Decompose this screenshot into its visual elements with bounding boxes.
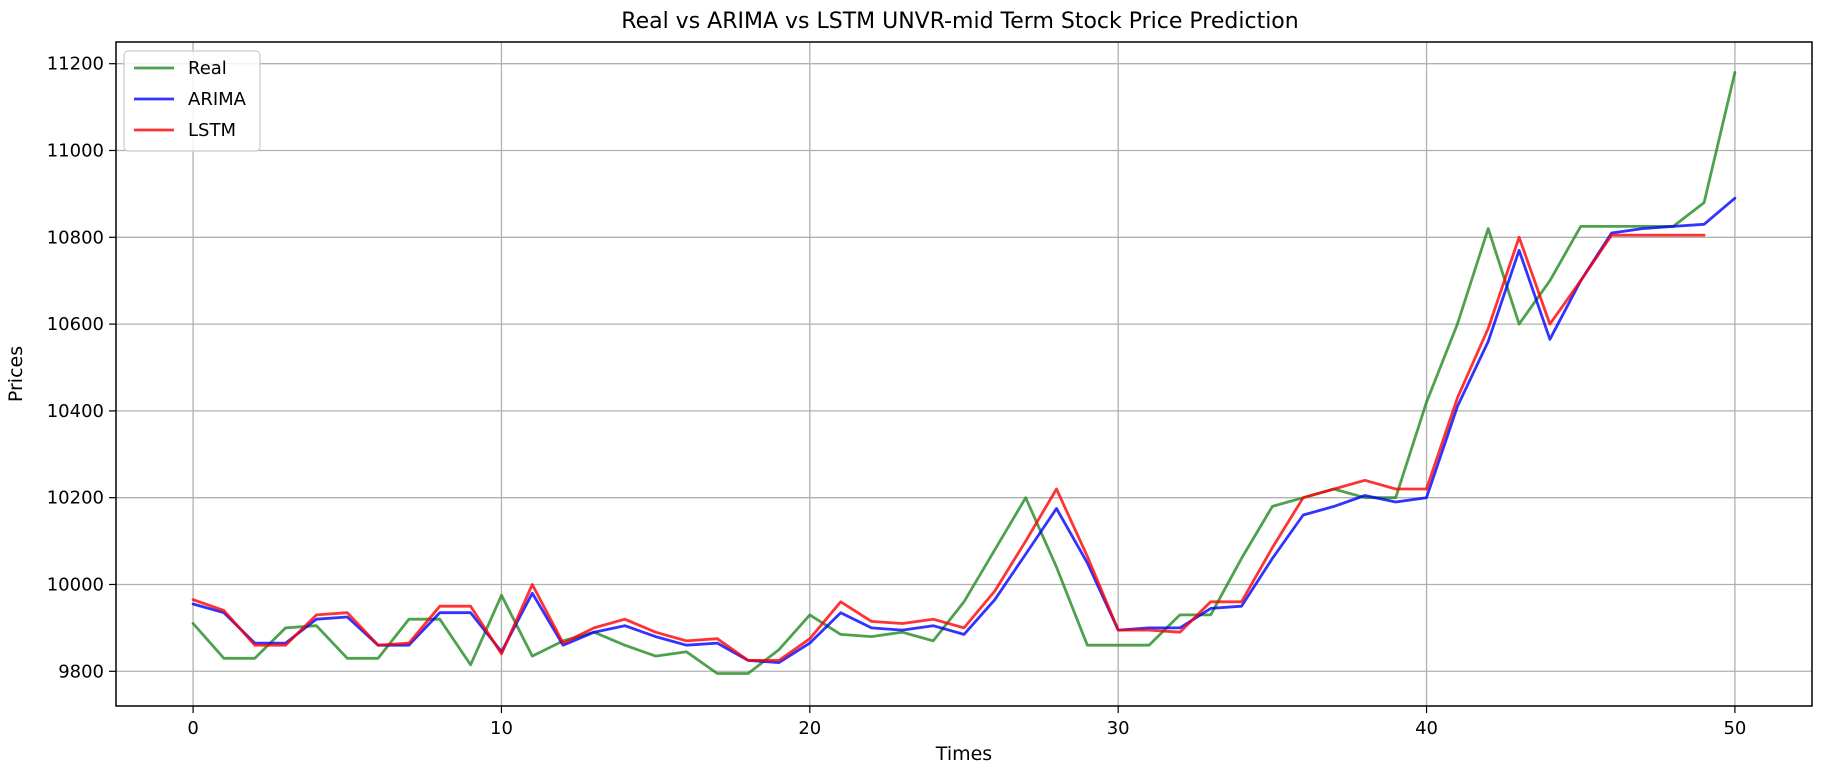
x-tick-label: 20 bbox=[798, 718, 821, 739]
x-tick-label: 50 bbox=[1723, 718, 1746, 739]
grid bbox=[116, 42, 1812, 706]
x-tick-label: 0 bbox=[187, 718, 198, 739]
series-line-real bbox=[191, 71, 1737, 675]
x-tick-label: 10 bbox=[490, 718, 513, 739]
y-tick-label: 11200 bbox=[47, 54, 104, 75]
x-tick-label: 40 bbox=[1415, 718, 1438, 739]
legend-label-arima: ARIMA bbox=[188, 89, 247, 110]
plot-frame bbox=[115, 41, 1813, 707]
y-tick-label: 10200 bbox=[47, 488, 104, 509]
y-tick-label: 11000 bbox=[47, 140, 104, 161]
y-tick-label: 10400 bbox=[47, 401, 104, 422]
y-axis-ticks: 9800 10000 10200 10400 10600 10800 11000 11200 bbox=[47, 54, 116, 682]
x-tick-label: 30 bbox=[1107, 718, 1130, 739]
y-axis-label: Prices bbox=[5, 346, 27, 402]
series-line-lstm bbox=[191, 233, 1706, 662]
series-line-arima bbox=[191, 196, 1737, 664]
y-tick-label: 10600 bbox=[47, 314, 104, 335]
y-tick-label: 10000 bbox=[47, 574, 104, 595]
legend-box bbox=[123, 50, 261, 152]
series-lines bbox=[191, 71, 1737, 675]
x-axis-label: Times bbox=[935, 743, 992, 765]
legend-label-lstm: LSTM bbox=[188, 120, 236, 141]
y-tick-label: 9800 bbox=[58, 661, 104, 682]
x-axis-ticks: 0 10 20 30 40 50 bbox=[187, 706, 1746, 739]
legend: Real ARIMA LSTM bbox=[123, 50, 261, 152]
legend-label-real: Real bbox=[188, 58, 227, 79]
y-tick-label: 10800 bbox=[47, 227, 104, 248]
chart-title: Real vs ARIMA vs LSTM UNVR-mid Term Stoc… bbox=[621, 9, 1298, 34]
